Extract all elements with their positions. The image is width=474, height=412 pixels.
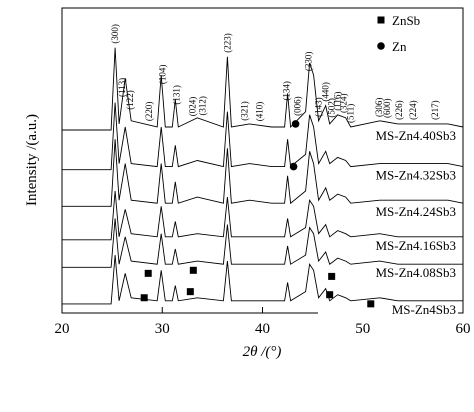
peak-label: (511) [346, 104, 356, 123]
series-label: MS-Zn4.40Sb3 [375, 128, 456, 143]
x-tick-label: 50 [355, 321, 370, 337]
phase-marker [289, 162, 298, 171]
phase-marker [144, 269, 152, 277]
legend-symbol [377, 42, 385, 50]
x-tick-label: 30 [155, 321, 170, 337]
xrd-pattern [62, 47, 464, 131]
phase-marker [140, 294, 148, 302]
phase-marker [189, 266, 197, 274]
y-axis-label: Intensity /(a.u.) [24, 114, 40, 206]
series-label: MS-Zn4.08Sb3 [375, 265, 456, 280]
label-bg [318, 303, 458, 319]
x-axis-label: 2θ /(°) [243, 344, 282, 360]
phase-marker [186, 288, 194, 296]
peak-label: (324) [339, 94, 349, 114]
xrd-pattern [62, 218, 463, 268]
peak-label: (024) [187, 97, 197, 117]
label-bg [318, 239, 458, 255]
peak-label: (116) [333, 92, 343, 111]
phase-marker [291, 120, 300, 128]
peak-label: (134) [282, 81, 292, 101]
xrd-pattern [62, 190, 463, 241]
peak-label: (321) [239, 101, 249, 121]
peak-label: (600) [382, 99, 392, 119]
peak-label: (226) [394, 100, 404, 120]
peak-label: (113) [117, 78, 127, 97]
peak-label: (104) [157, 65, 167, 85]
xrd-pattern [62, 255, 463, 305]
peak-label: (223) [222, 33, 232, 53]
x-tick-label: 60 [456, 321, 471, 337]
peak-label: (502) [327, 98, 337, 118]
peak-label: (410) [254, 102, 264, 122]
peak-label: (217) [430, 100, 440, 120]
xrd-pattern [62, 102, 464, 171]
x-tick-label: 20 [55, 321, 70, 337]
series-label: MS-Zn4Sb3 [392, 302, 456, 317]
series-label: MS-Zn4.24Sb3 [375, 204, 456, 219]
peak-label: (131) [171, 85, 181, 105]
peak-label: (122) [125, 90, 135, 110]
xrd-pattern [62, 139, 464, 207]
peak-label: (143) [314, 97, 324, 117]
series-label: MS-Zn4.16Sb3 [375, 238, 456, 253]
legend-label: ZnSb [392, 13, 420, 28]
label-bg [318, 267, 458, 283]
peak-label: (300) [110, 24, 120, 44]
peak-label: (306) [374, 98, 384, 118]
peak-label: (006) [293, 96, 303, 116]
peak-label: (312) [197, 96, 207, 116]
label-bg [318, 206, 458, 222]
x-tick-label: 40 [255, 321, 270, 337]
legend-label: Zn [392, 39, 407, 54]
series-label: MS-Zn4.32Sb3 [375, 168, 456, 183]
legend-symbol [377, 16, 385, 24]
phase-marker [328, 272, 336, 280]
peak-label: (224) [408, 100, 418, 120]
label-bg [318, 129, 458, 145]
peak-label: (330) [304, 52, 314, 72]
label-bg [318, 169, 458, 185]
phase-marker [367, 300, 375, 308]
phase-marker [326, 291, 334, 299]
peak-label: (220) [144, 102, 154, 122]
peak-label: (440) [321, 82, 331, 102]
